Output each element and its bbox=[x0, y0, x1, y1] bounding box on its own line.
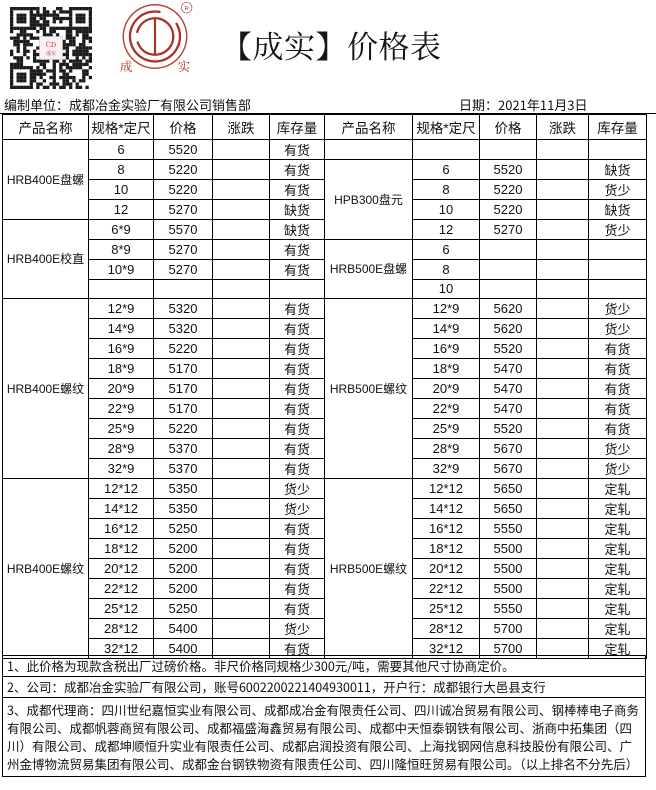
svg-text:实: 实 bbox=[178, 57, 191, 75]
svg-text:CD: CD bbox=[46, 40, 56, 50]
svg-text:成: 成 bbox=[120, 57, 133, 75]
svg-text:成实: 成实 bbox=[46, 50, 56, 57]
svg-text:R: R bbox=[185, 6, 189, 12]
